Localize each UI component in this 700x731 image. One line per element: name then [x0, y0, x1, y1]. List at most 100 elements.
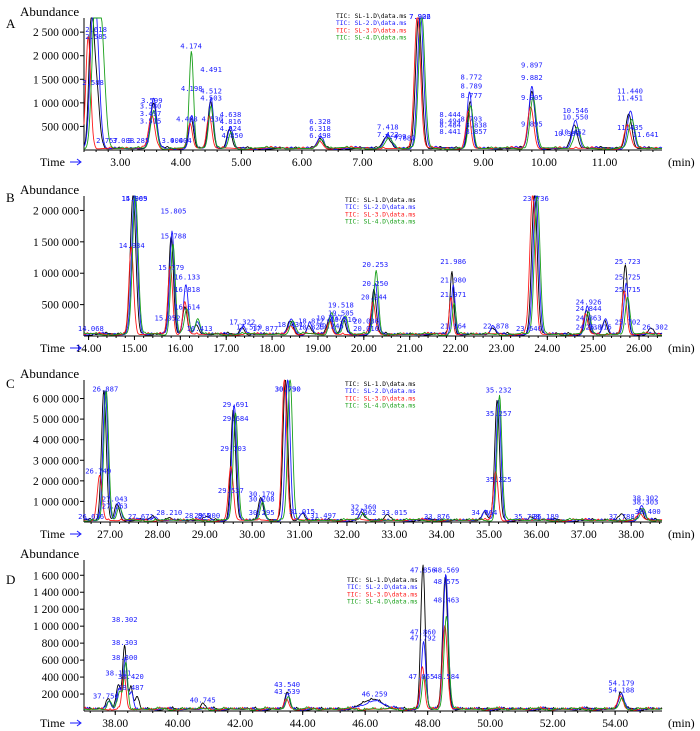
- y-tick-label: 500 000: [42, 121, 80, 133]
- peak-label: 11.440: [617, 86, 643, 95]
- peak-label: 14.969: [121, 194, 147, 203]
- x-tick-label: 35.00: [476, 529, 502, 541]
- peak-label: 40.745: [190, 696, 216, 705]
- peak-label: 25.723: [615, 257, 641, 266]
- peak-label: 26.302: [642, 323, 668, 332]
- peak-label: 3.580: [140, 102, 162, 111]
- peak-label: 27.163: [102, 502, 128, 511]
- panel-a: A Abundance 500 000 1 000 000 1 500 000 2 000…: [6, 4, 695, 169]
- peak-label: 7.926: [409, 12, 431, 21]
- peak-label: 15.779: [158, 263, 184, 272]
- peak-label: 25.702: [615, 318, 641, 327]
- peak-label: 8.777: [461, 91, 483, 100]
- legend-entry: TIC: SL-3.D\data.ms: [345, 211, 416, 218]
- x-axis-unit: (min): [668, 527, 695, 541]
- peak-label: 17.322: [229, 318, 255, 327]
- peak-label: 27.671: [128, 512, 154, 521]
- y-tick-label: 1 400 000: [33, 587, 79, 599]
- peak-label: 19.505: [328, 308, 354, 317]
- peak-label: 8.789: [461, 82, 483, 91]
- series-line-4: [83, 17, 663, 150]
- peak-label: 29.000: [194, 511, 220, 520]
- legend-entry: TIC: SL-4.D\data.ms: [347, 599, 418, 606]
- x-tick-label: 25.00: [580, 343, 606, 355]
- panel-letter: A: [6, 16, 16, 31]
- peak-label: 3.515: [140, 117, 162, 126]
- y-tick-label: 1 500 000: [33, 237, 79, 249]
- peak-label: 22.878: [483, 321, 509, 330]
- x-tick-label: 8.00: [413, 157, 433, 169]
- peak-label: 54.179: [608, 679, 634, 688]
- legend-entry: TIC: SL-4.D\data.ms: [336, 35, 407, 42]
- x-axis-unit: (min): [668, 716, 695, 730]
- peak-label: 38.302: [112, 615, 138, 624]
- peak-label: 4.824: [220, 124, 242, 133]
- peak-label: 48.584: [433, 672, 459, 681]
- series-line-4: [84, 379, 663, 522]
- y-tick-label: 4 000 000: [33, 435, 79, 447]
- peak-label: 48.569: [433, 566, 459, 575]
- legend-entry: TIC: SL-2.D\data.ms: [336, 20, 407, 27]
- peak-label: 3.599: [141, 96, 163, 105]
- peak-label: 4.530: [201, 115, 223, 124]
- x-tick-label: 4.00: [171, 157, 191, 169]
- peak-label: 9.882: [521, 73, 543, 82]
- peak-label: 28.865: [185, 511, 211, 520]
- x-tick-label: 46.00: [352, 718, 378, 730]
- y-tick-label: 2 000 000: [33, 476, 79, 488]
- peak-label: 4.638: [220, 110, 242, 119]
- peak-label: 38.111: [105, 668, 131, 677]
- peak-label: 32.362: [351, 508, 377, 517]
- peak-label: 6.318: [309, 124, 331, 133]
- peak-label: 30.208: [249, 494, 275, 503]
- peak-label: 10.380: [554, 129, 580, 138]
- x-tick-label: 37.00: [571, 529, 597, 541]
- legend-entry: TIC: SL-1.D\data.ms: [345, 197, 416, 204]
- y-axis-title: Abundance: [20, 366, 79, 381]
- y-tick-label: 3 000 000: [33, 455, 79, 467]
- peak-label: 35.798: [514, 512, 540, 521]
- peak-label: 38.487: [118, 683, 144, 692]
- x-tick-label: 33.00: [381, 529, 407, 541]
- y-tick-label: 1 000 000: [33, 98, 79, 110]
- x-tick-label: 14.00: [76, 343, 102, 355]
- peak-label: 37.788: [609, 512, 635, 521]
- x-tick-label: 36.00: [524, 529, 550, 541]
- x-tick-label: 44.00: [290, 718, 316, 730]
- x-tick-label: 42.00: [227, 718, 253, 730]
- x-tick-label: 20.00: [351, 343, 377, 355]
- peak-label: 2.618: [85, 25, 107, 34]
- peak-label: 31.015: [289, 507, 315, 516]
- y-tick-label: 2 000 000: [33, 205, 79, 217]
- legend-entry: TIC: SL-1.D\data.ms: [345, 381, 416, 388]
- peak-label: 30.790: [275, 384, 301, 393]
- peak-label: 25.715: [615, 285, 641, 294]
- peak-label: 48.575: [433, 577, 459, 586]
- peak-label: 4.512: [200, 86, 222, 95]
- peak-label: 38.303: [112, 638, 138, 647]
- peak-label: 19.516: [330, 315, 356, 324]
- x-tick-label: 16.00: [167, 343, 193, 355]
- peak-label: 11.451: [617, 94, 643, 103]
- peak-label: 6.328: [309, 117, 331, 126]
- x-axis-title: Time: [40, 341, 65, 355]
- y-tick-label: 200 000: [42, 689, 80, 701]
- peak-label: 8.494: [439, 117, 461, 126]
- y-tick-label: 800 000: [42, 638, 80, 650]
- peak-label: 18.825: [298, 323, 324, 332]
- peak-label: 32.360: [351, 503, 377, 512]
- x-tick-label: 50.00: [477, 718, 503, 730]
- peak-label: 10.546: [562, 106, 588, 115]
- peak-label: 4.503: [200, 94, 222, 103]
- x-tick-label: 27.00: [97, 529, 123, 541]
- peak-label: 29.684: [223, 414, 249, 423]
- panel-letter: C: [6, 376, 15, 391]
- peak-label: 4.816: [220, 117, 242, 126]
- x-tick-label: 38.00: [102, 718, 128, 730]
- legend-entry: TIC: SL-2.D\data.ms: [347, 584, 418, 591]
- peak-label: 38.420: [118, 672, 144, 681]
- x-axis-unit: (min): [668, 155, 695, 169]
- legend-entry: TIC: SL-1.D\data.ms: [347, 577, 418, 584]
- peak-label: 15.952: [155, 313, 181, 322]
